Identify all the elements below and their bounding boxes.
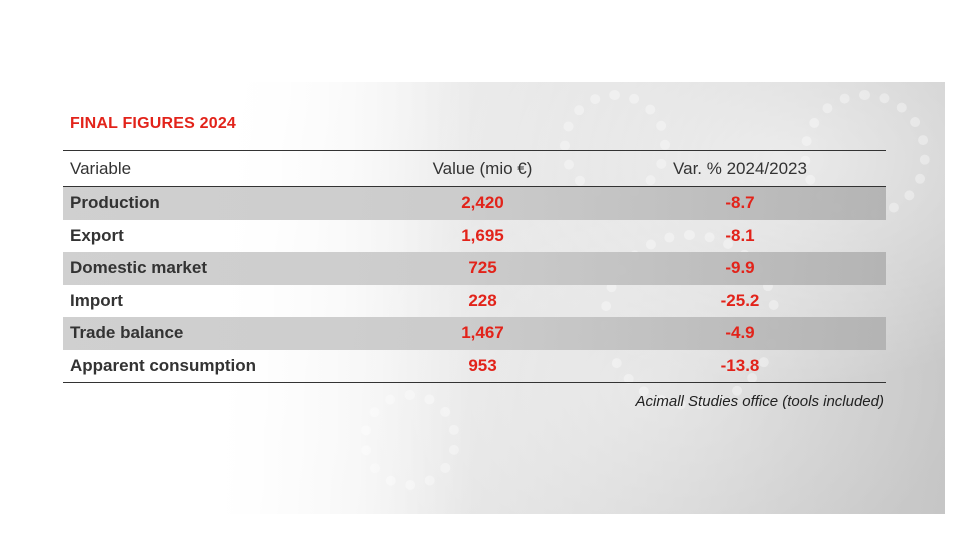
background-fade <box>215 82 475 514</box>
row-variable: Domestic market <box>70 258 208 278</box>
table-row: Import 228 -25.2 <box>63 285 886 318</box>
header-variable: Variable <box>70 158 132 178</box>
row-variable: Apparent consumption <box>70 355 257 375</box>
table-row: Export 1,695 -8.1 <box>63 220 886 253</box>
header-change: Var. % 2024/2023 <box>673 158 807 178</box>
row-variable: Trade balance <box>70 323 184 343</box>
row-variable: Production <box>70 193 160 213</box>
row-variable: Import <box>70 290 123 310</box>
row-value: 1,467 <box>461 323 504 343</box>
row-change: -4.9 <box>725 323 755 343</box>
row-value: 1,695 <box>461 225 504 245</box>
source-note: Acimall Studies office (tools included) <box>635 393 884 410</box>
row-value: 725 <box>468 258 497 278</box>
table-row: Production 2,420 -8.7 <box>63 187 886 220</box>
row-change: -8.1 <box>725 225 755 245</box>
row-change: -25.2 <box>720 290 760 310</box>
row-change: -8.7 <box>725 193 755 213</box>
row-value: 953 <box>468 355 497 375</box>
table-header-row: Variable Value (mio €) Var. % 2024/2023 <box>63 151 886 187</box>
row-value: 2,420 <box>461 193 504 213</box>
row-change: -9.9 <box>725 258 755 278</box>
table-row: Domestic market 725 -9.9 <box>63 252 886 285</box>
row-change: -13.8 <box>720 355 760 375</box>
header-value: Value (mio €) <box>432 158 533 178</box>
table-row: Apparent consumption 953 -13.8 <box>63 350 886 383</box>
figures-table: Variable Value (mio €) Var. % 2024/2023 … <box>63 150 886 383</box>
row-value: 228 <box>468 290 497 310</box>
row-variable: Export <box>70 225 124 245</box>
page-title: FINAL FIGURES 2024 <box>70 115 237 132</box>
table-row: Trade balance 1,467 -4.9 <box>63 317 886 350</box>
